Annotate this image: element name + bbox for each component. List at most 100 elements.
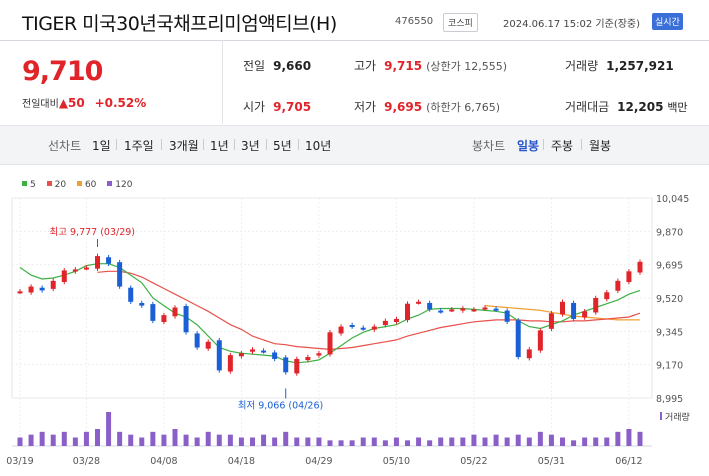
candle-body xyxy=(637,261,643,273)
volume-bar xyxy=(493,434,499,446)
volume-bar xyxy=(471,434,477,446)
legend-label: 20 xyxy=(54,180,67,190)
candle-body xyxy=(371,326,377,330)
candle-body xyxy=(416,301,422,304)
change-value: ▲50 xyxy=(58,96,85,110)
candle-body xyxy=(327,332,333,355)
candle-body xyxy=(250,349,255,352)
price-change: 전일대비▲50 +0.52% xyxy=(22,95,146,110)
candle-body xyxy=(128,287,134,302)
volume-bar xyxy=(637,431,643,446)
candle-body xyxy=(382,320,388,326)
tab-3year[interactable]: 3년 xyxy=(241,139,260,153)
stat-prev-close: 전일 9,660 xyxy=(243,57,311,74)
legend-ma120[interactable]: 120 xyxy=(107,180,132,190)
stock-header: TIGER 미국30년국채프리미엄액티브(H) 476550 코스피 2024.… xyxy=(0,0,709,41)
volume-bar xyxy=(482,437,488,446)
current-price: 9,710 xyxy=(22,56,103,87)
stat-label: 거래대금 xyxy=(565,100,610,114)
tab-1day[interactable]: 1일 xyxy=(92,139,111,153)
legend-label: 120 xyxy=(115,180,133,190)
line-chart-label: 선차트 xyxy=(48,139,82,153)
volume-bar xyxy=(305,437,311,446)
candle-body xyxy=(571,302,577,319)
tab-3month[interactable]: 3개월 xyxy=(169,139,199,153)
volume-bar xyxy=(604,437,610,446)
volume-bar xyxy=(272,437,278,446)
candle-body xyxy=(316,353,322,356)
volume-bar xyxy=(139,437,145,446)
candle-body xyxy=(460,308,466,311)
candle-body xyxy=(39,287,45,291)
candle-body xyxy=(548,313,554,329)
tab-5year[interactable]: 5년 xyxy=(273,139,292,153)
live-button[interactable]: 실시간 xyxy=(652,13,683,30)
volume-bar xyxy=(371,437,377,446)
tab-1year[interactable]: 1년 xyxy=(210,139,229,153)
candle-body xyxy=(615,280,621,291)
volume-bar xyxy=(382,440,388,446)
volume-bar xyxy=(95,429,100,446)
candle-body xyxy=(493,308,499,311)
volume-bar xyxy=(405,440,410,446)
legend-ma20[interactable]: 20 xyxy=(46,180,67,190)
stat-value: 1,257,921 xyxy=(606,59,674,73)
x-tick-label: 04/29 xyxy=(305,456,332,467)
tab-separator xyxy=(116,139,117,150)
stat-high: 고가 9,715 (상한가 12,555) xyxy=(354,57,507,74)
y-tick-label: 9,345 xyxy=(656,327,683,338)
stat-value: 9,695 xyxy=(384,100,423,114)
tab-monthly-candle[interactable]: 월봉 xyxy=(589,139,612,153)
volume-bar xyxy=(626,429,632,446)
candle-body xyxy=(139,302,145,306)
candle-body xyxy=(471,309,477,312)
volume-bar xyxy=(227,434,233,446)
volume-bar xyxy=(83,431,89,446)
legend-ma60[interactable]: 60 xyxy=(76,180,97,190)
stat-value: 9,705 xyxy=(273,100,312,114)
volume-bar xyxy=(393,437,399,446)
volume-bar xyxy=(338,440,344,446)
candle-body xyxy=(294,358,300,374)
y-tick-label: 9,520 xyxy=(656,294,683,305)
volume-legend-swatch xyxy=(660,412,662,420)
candle-body xyxy=(427,302,433,310)
volume-bar xyxy=(161,434,167,446)
volume-bar xyxy=(216,434,222,446)
legend-swatch xyxy=(22,181,27,186)
change-label: 전일대비 xyxy=(22,99,59,110)
candle-body xyxy=(194,333,200,348)
stat-value: 12,205 xyxy=(617,100,664,114)
volume-bar xyxy=(128,434,134,446)
ma-legend: 5 20 60 120 xyxy=(22,180,140,190)
stat-value: 9,715 xyxy=(384,59,423,73)
volume-bar xyxy=(172,429,178,446)
volume-bar xyxy=(61,431,67,446)
volume-bar xyxy=(327,440,333,446)
candle-body xyxy=(449,309,455,312)
candle-body xyxy=(150,304,156,321)
divider xyxy=(222,40,223,124)
legend-swatch xyxy=(76,181,82,186)
candle-body xyxy=(161,315,167,322)
candle-body xyxy=(604,292,610,300)
legend-ma5[interactable]: 5 xyxy=(22,180,36,190)
stat-amount: 거래대금 12,205 백만 xyxy=(565,98,688,115)
candle-body xyxy=(626,271,632,282)
x-tick-label: 04/08 xyxy=(150,456,177,467)
x-tick-label: 04/18 xyxy=(228,456,255,467)
tab-separator xyxy=(266,139,267,150)
tab-daily-candle[interactable]: 일봉 xyxy=(517,139,540,153)
candle-body xyxy=(305,357,311,361)
candle-body xyxy=(183,306,189,333)
candle-body xyxy=(216,340,222,371)
tab-10year[interactable]: 10년 xyxy=(305,139,332,153)
tab-weekly-candle[interactable]: 주봉 xyxy=(551,139,574,153)
volume-bar xyxy=(571,440,577,446)
candle-body xyxy=(504,310,510,322)
volume-bar xyxy=(250,437,255,446)
tab-1week[interactable]: 1주일 xyxy=(124,139,154,153)
volume-bar xyxy=(537,431,543,446)
legend-label: 60 xyxy=(84,180,97,190)
